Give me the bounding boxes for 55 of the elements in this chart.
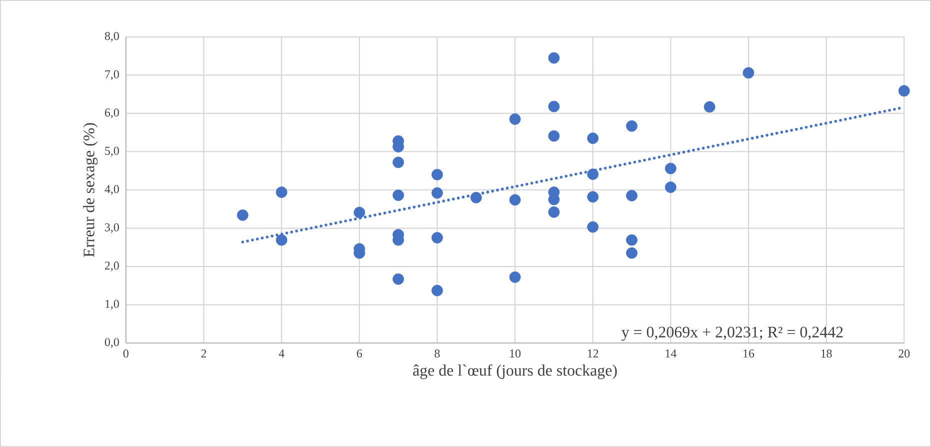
point [704, 101, 716, 113]
x-tick-label: 2 [201, 350, 206, 358]
x-tick-label: 14 [666, 350, 676, 358]
x-tick-label: 8 [434, 350, 440, 358]
y-tick-label: 7,0 [105, 70, 119, 80]
point [509, 114, 521, 125]
y-tick-label: 4,0 [104, 185, 119, 195]
point [432, 284, 443, 296]
point [587, 132, 599, 144]
x-tick-label: 20 [898, 350, 910, 358]
y-tick-label: 0,0 [104, 338, 119, 348]
point [548, 100, 560, 112]
point [392, 273, 404, 285]
y-axis-title: Erreur de sexage (%) [83, 123, 98, 258]
x-tick-label: 16 [744, 350, 754, 358]
point [470, 192, 482, 204]
point [509, 194, 521, 206]
y-tick-label: 1,0 [106, 300, 119, 310]
point [664, 162, 676, 174]
point [626, 120, 638, 132]
point [509, 272, 521, 283]
point [236, 210, 248, 221]
point [432, 187, 443, 199]
x-tick-label: 18 [821, 350, 832, 358]
y-tick-label: 3,0 [105, 223, 119, 234]
y-tick-label: 5,0 [105, 146, 119, 157]
point [664, 182, 676, 193]
y-tick-label: 6,0 [104, 108, 119, 118]
point [742, 67, 754, 79]
x-tick-label: 4 [278, 350, 284, 358]
x-tick-label: 0 [123, 350, 128, 358]
point [898, 85, 910, 97]
point [548, 130, 560, 142]
point [276, 234, 288, 246]
point [548, 206, 560, 218]
annotation: y = 0,2069x + 2,0231; R² = 0,2442 [622, 326, 843, 341]
x-tick-label: 12 [588, 350, 598, 358]
y-tick-label: 8,0 [104, 32, 119, 42]
point [432, 168, 443, 180]
point [587, 221, 599, 233]
x-tick-label: 10 [510, 350, 521, 358]
x-tick-label: 6 [356, 350, 362, 358]
point [354, 206, 366, 218]
point [392, 190, 404, 202]
point [432, 232, 443, 244]
point [587, 168, 599, 180]
point [626, 234, 638, 246]
point [392, 156, 404, 168]
point [587, 191, 599, 203]
point [276, 186, 288, 198]
x-axis-title: âge de l`œuf (jours de stockage) [413, 364, 617, 380]
y-tick-label: 2,0 [104, 262, 119, 272]
point [548, 52, 560, 64]
point [626, 247, 638, 259]
point [626, 190, 638, 202]
